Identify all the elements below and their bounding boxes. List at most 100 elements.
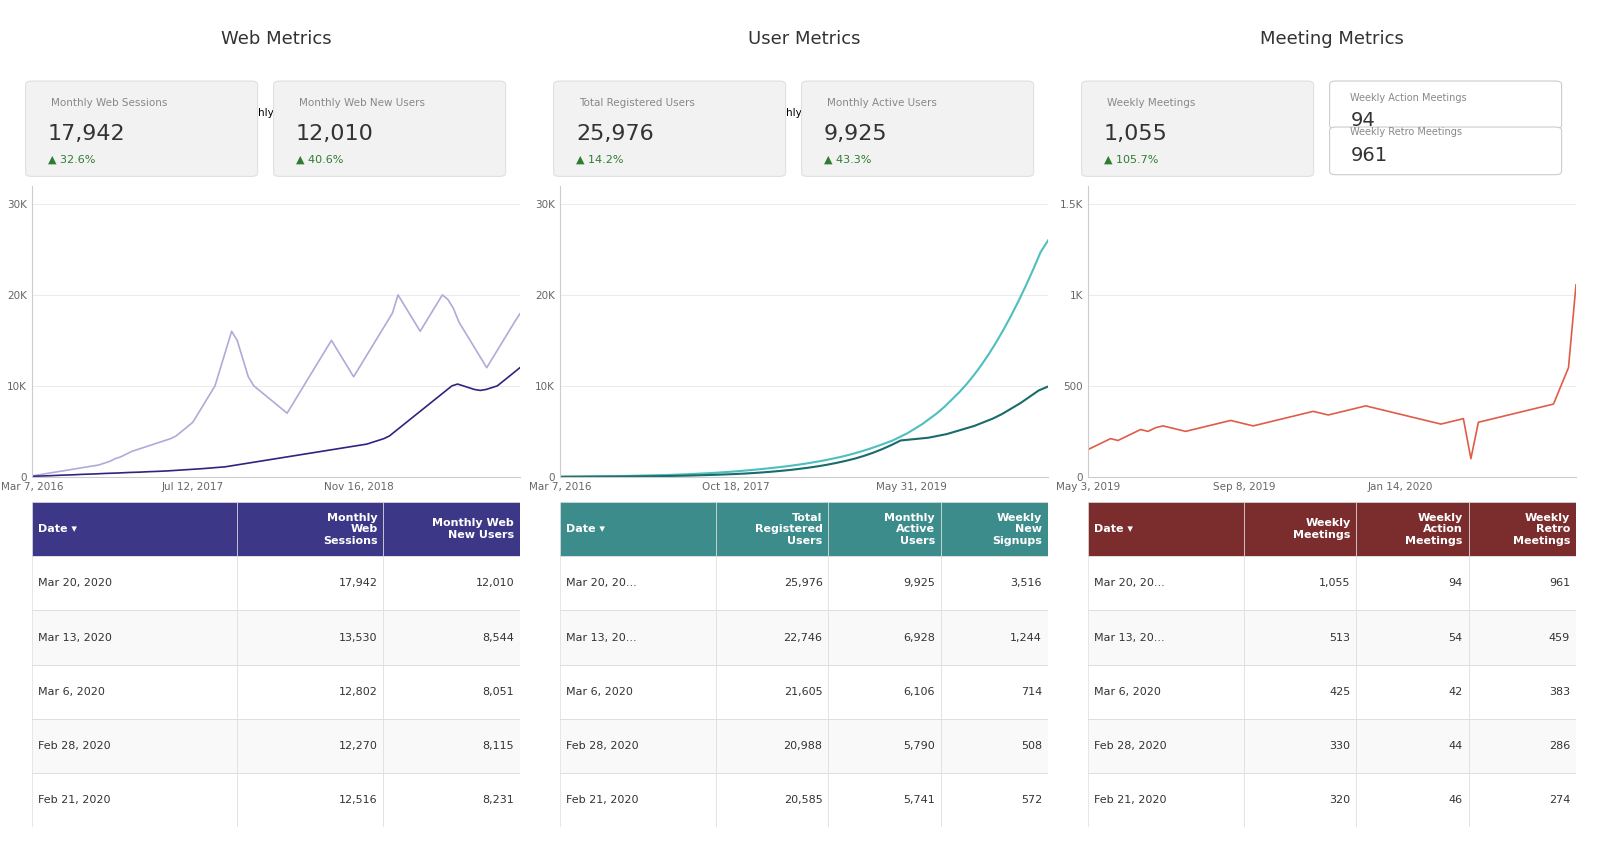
Text: 12,010: 12,010 <box>296 124 374 144</box>
Bar <box>1469 773 1576 827</box>
Bar <box>32 556 237 610</box>
Text: 9,925: 9,925 <box>824 124 888 144</box>
Text: 12,010: 12,010 <box>475 578 514 588</box>
Text: 21,605: 21,605 <box>784 687 822 697</box>
Bar <box>1245 773 1357 827</box>
Text: 12,516: 12,516 <box>339 795 378 805</box>
Text: 94: 94 <box>1448 578 1462 588</box>
Text: Feb 21, 2020: Feb 21, 2020 <box>38 795 110 805</box>
Bar <box>717 773 829 827</box>
Text: 42: 42 <box>1448 687 1462 697</box>
Text: 1,244: 1,244 <box>1010 632 1042 642</box>
Text: 22,746: 22,746 <box>784 632 822 642</box>
Text: 20,988: 20,988 <box>784 741 822 751</box>
Text: Mar 6, 2020: Mar 6, 2020 <box>566 687 632 697</box>
Text: 20,585: 20,585 <box>784 795 822 805</box>
Text: Date ▾: Date ▾ <box>38 524 77 534</box>
Bar <box>1088 556 1245 610</box>
Text: Monthly Web New Users: Monthly Web New Users <box>299 98 426 108</box>
Text: Mar 13, 2020: Mar 13, 2020 <box>38 632 112 642</box>
Text: 44: 44 <box>1448 741 1462 751</box>
Text: 8,544: 8,544 <box>482 632 514 642</box>
Text: 286: 286 <box>1549 741 1570 751</box>
Text: ▲ 32.6%: ▲ 32.6% <box>48 154 96 165</box>
Bar <box>32 502 237 556</box>
Text: 17,942: 17,942 <box>339 578 378 588</box>
Bar <box>560 502 717 556</box>
Text: Mar 20, 20...: Mar 20, 20... <box>566 578 637 588</box>
Bar <box>941 773 1048 827</box>
Text: 425: 425 <box>1330 687 1350 697</box>
Text: User Metrics: User Metrics <box>747 30 861 47</box>
Bar <box>941 556 1048 610</box>
Text: 572: 572 <box>1021 795 1042 805</box>
Text: Feb 28, 2020: Feb 28, 2020 <box>1094 741 1166 751</box>
Text: Monthly
Web
Sessions: Monthly Web Sessions <box>323 512 378 546</box>
Bar <box>829 610 941 665</box>
Text: Weekly
Action
Meetings: Weekly Action Meetings <box>1405 512 1462 546</box>
Bar <box>1357 556 1469 610</box>
Bar <box>560 719 717 773</box>
Bar <box>717 665 829 719</box>
Text: 961: 961 <box>1350 145 1387 165</box>
Text: Mar 20, 20...: Mar 20, 20... <box>1094 578 1165 588</box>
Bar <box>829 556 941 610</box>
Text: Monthly Web Sessions: Monthly Web Sessions <box>51 98 168 108</box>
Bar <box>384 665 520 719</box>
Text: Mar 6, 2020: Mar 6, 2020 <box>1094 687 1160 697</box>
Text: 320: 320 <box>1330 795 1350 805</box>
Text: 8,115: 8,115 <box>483 741 514 751</box>
Bar <box>1245 556 1357 610</box>
Text: Mar 13, 20...: Mar 13, 20... <box>1094 632 1165 642</box>
Text: 8,051: 8,051 <box>483 687 514 697</box>
Bar <box>237 502 384 556</box>
Bar <box>941 610 1048 665</box>
Text: 25,976: 25,976 <box>784 578 822 588</box>
Text: ▲ 105.7%: ▲ 105.7% <box>1104 154 1158 165</box>
Text: 94: 94 <box>1350 111 1374 131</box>
Text: Feb 28, 2020: Feb 28, 2020 <box>38 741 110 751</box>
Bar <box>560 665 717 719</box>
Bar <box>237 773 384 827</box>
Bar <box>1357 665 1469 719</box>
Bar <box>1088 610 1245 665</box>
Text: Feb 21, 2020: Feb 21, 2020 <box>566 795 638 805</box>
Text: Meeting Metrics: Meeting Metrics <box>1261 30 1403 47</box>
Bar <box>941 665 1048 719</box>
Text: Mar 20, 2020: Mar 20, 2020 <box>38 578 112 588</box>
Text: 12,270: 12,270 <box>339 741 378 751</box>
Text: 1,055: 1,055 <box>1104 124 1168 144</box>
Text: Total
Registered
Users: Total Registered Users <box>755 512 822 546</box>
Bar <box>1245 502 1357 556</box>
Bar <box>1469 502 1576 556</box>
Text: Weekly
Meetings: Weekly Meetings <box>1293 518 1350 540</box>
Bar <box>1088 773 1245 827</box>
Bar <box>384 502 520 556</box>
Legend: Weekly Meetings: Weekly Meetings <box>1088 104 1214 122</box>
Legend: Total Registered Users, Monthly Active Users: Total Registered Users, Monthly Active U… <box>560 104 874 122</box>
Text: ▲ 43.3%: ▲ 43.3% <box>824 154 872 165</box>
Bar <box>717 719 829 773</box>
Text: ▲ 14.2%: ▲ 14.2% <box>576 154 624 165</box>
Bar <box>1357 773 1469 827</box>
Bar <box>32 665 237 719</box>
Text: 5,741: 5,741 <box>902 795 934 805</box>
Bar <box>717 502 829 556</box>
Text: 13,530: 13,530 <box>339 632 378 642</box>
Text: 9,925: 9,925 <box>902 578 934 588</box>
Text: Mar 13, 20...: Mar 13, 20... <box>566 632 637 642</box>
Text: 274: 274 <box>1549 795 1570 805</box>
Text: Mar 6, 2020: Mar 6, 2020 <box>38 687 104 697</box>
Bar <box>32 610 237 665</box>
Text: 513: 513 <box>1330 632 1350 642</box>
Text: 6,106: 6,106 <box>904 687 934 697</box>
Bar <box>1245 665 1357 719</box>
Text: Monthly Active Users: Monthly Active Users <box>827 98 938 108</box>
Text: Weekly
New
Signups: Weekly New Signups <box>992 512 1042 546</box>
Text: 5,790: 5,790 <box>902 741 934 751</box>
Bar <box>384 773 520 827</box>
Bar <box>237 610 384 665</box>
Bar <box>1469 556 1576 610</box>
Bar <box>1469 719 1576 773</box>
Text: 3,516: 3,516 <box>1011 578 1042 588</box>
